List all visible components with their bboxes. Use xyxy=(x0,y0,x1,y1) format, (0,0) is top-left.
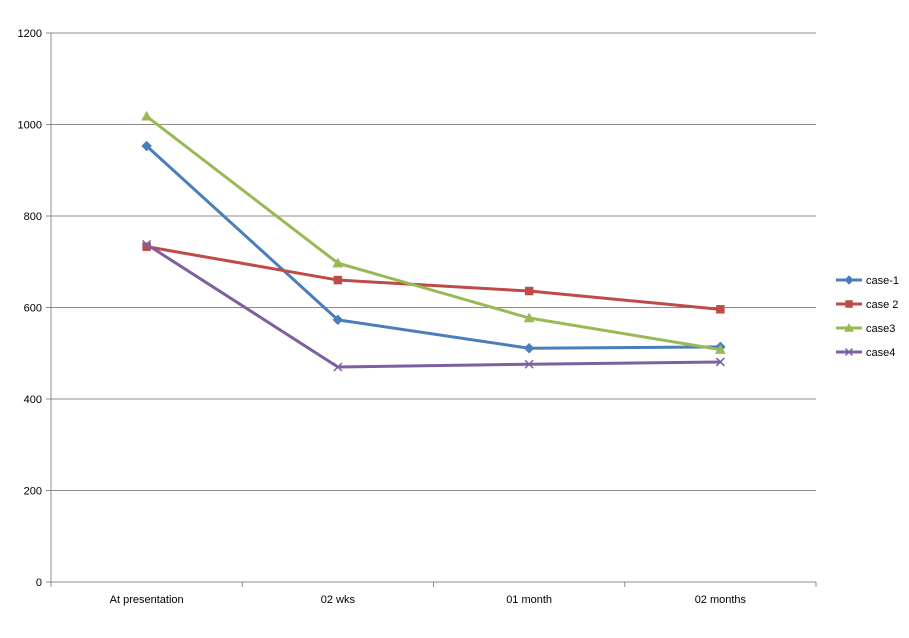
series-2 xyxy=(142,242,725,314)
legend: case-1 case 2 case3 case4 xyxy=(836,275,899,359)
legend-item-4: case4 xyxy=(836,347,895,359)
series-line xyxy=(145,114,722,352)
data-point xyxy=(141,110,153,121)
data-point xyxy=(332,314,344,326)
legend-label: case4 xyxy=(866,347,895,359)
grid-layer xyxy=(51,32,816,491)
data-point xyxy=(845,300,853,308)
y-tick-label: 0 xyxy=(36,577,42,589)
data-point xyxy=(142,239,152,249)
data-point xyxy=(332,257,344,268)
series-3 xyxy=(141,110,726,354)
axes-layer: 0 200 400 600 800 1000 1200 At presentation 02 w… xyxy=(18,28,817,606)
y-tick-label: 1200 xyxy=(18,28,42,40)
y-tick-label: 800 xyxy=(24,211,42,223)
data-point xyxy=(333,275,343,285)
series-line xyxy=(145,245,722,311)
legend-item-1: case-1 xyxy=(836,275,899,287)
y-tick-label: 400 xyxy=(24,394,42,406)
data-point xyxy=(523,312,535,323)
y-tick-label: 1000 xyxy=(18,120,42,132)
x-tick-label: 02 months xyxy=(695,594,747,606)
series-line xyxy=(145,144,722,350)
legend-label: case 2 xyxy=(866,299,898,311)
data-point xyxy=(844,347,854,357)
data-point xyxy=(844,322,854,332)
x-tick-label: 01 month xyxy=(506,594,552,606)
data-point xyxy=(523,342,535,354)
y-tick-label: 200 xyxy=(24,486,42,498)
data-point xyxy=(141,140,152,152)
legend-item-3: case3 xyxy=(836,322,895,335)
series-4 xyxy=(142,239,725,372)
data-point xyxy=(714,344,726,354)
legend-label: case-1 xyxy=(866,275,899,287)
data-point xyxy=(844,275,854,285)
series-layer xyxy=(141,110,726,372)
legend-item-2: case 2 xyxy=(836,299,898,311)
series-line xyxy=(145,242,722,369)
data-point xyxy=(333,362,343,372)
data-point xyxy=(716,305,725,314)
series-1 xyxy=(141,140,726,354)
x-tick-label: 02 wks xyxy=(321,594,356,606)
data-point xyxy=(524,359,534,369)
y-tick-label: 600 xyxy=(24,303,42,315)
data-point xyxy=(524,286,534,296)
data-point xyxy=(715,357,725,367)
legend-label: case3 xyxy=(866,323,895,335)
x-tick-label: At presentation xyxy=(110,594,184,606)
